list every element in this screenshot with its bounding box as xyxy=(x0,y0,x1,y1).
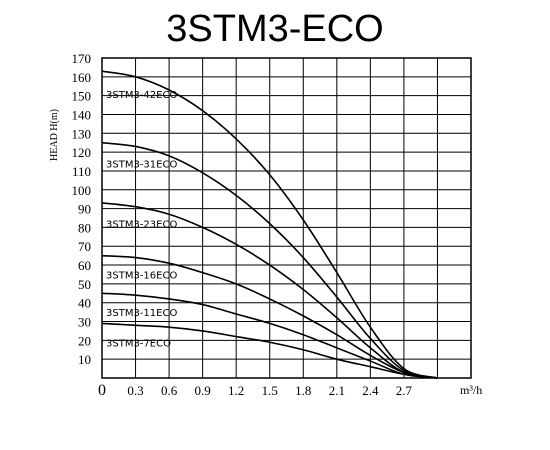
series-label-3stm3-31eco: 3STM3-31ECO xyxy=(106,159,177,170)
y-tick-label: 10 xyxy=(78,352,91,367)
x-tick-label: 2.1 xyxy=(329,383,345,398)
y-tick-label: 80 xyxy=(78,220,91,235)
y-tick-label: 60 xyxy=(78,258,91,273)
x-tick-label: 0.6 xyxy=(161,383,178,398)
x-tick-label: 1.2 xyxy=(228,383,244,398)
series-lines xyxy=(101,70,438,379)
series-line-3stm3-42eco xyxy=(101,70,438,379)
y-tick-label: 150 xyxy=(72,89,92,104)
x-axis-unit: m³/h xyxy=(460,383,482,397)
y-tick-label: 110 xyxy=(72,164,91,179)
series-label-3stm3-11eco: 3STM3-11ECO xyxy=(106,308,177,319)
series-line-3stm3-11eco xyxy=(101,292,438,379)
y-tick-label: 50 xyxy=(78,277,91,292)
y-tick-label: 90 xyxy=(78,202,91,217)
x-tick-label: 1.8 xyxy=(295,383,311,398)
x-tick-label: 2.4 xyxy=(362,383,379,398)
y-tick-label: 130 xyxy=(72,126,92,141)
series-label-3stm3-7eco: 3STM3-7ECO xyxy=(106,338,171,349)
x-tick-label: 0.3 xyxy=(127,383,143,398)
y-tick-label: 170 xyxy=(72,51,92,66)
grid xyxy=(101,57,472,379)
y-tick-label: 40 xyxy=(78,296,91,311)
y-tick-label: 30 xyxy=(78,315,91,330)
plot-frame xyxy=(101,57,472,379)
y-tick-label: 140 xyxy=(72,107,92,122)
x-tick-label: 0 xyxy=(98,382,106,399)
series-label-3stm3-23eco: 3STM3-23ECO xyxy=(106,220,177,231)
x-tick-label: 1.5 xyxy=(262,383,278,398)
y-tick-label: 160 xyxy=(72,70,92,85)
y-tick-label: 100 xyxy=(72,183,92,198)
y-tick-label: 20 xyxy=(78,333,91,348)
x-tick-label: 0.9 xyxy=(195,383,211,398)
series-line-3stm3-31eco xyxy=(101,141,438,379)
series-label-3stm3-42eco: 3STM3-42ECO xyxy=(106,90,177,101)
series-line-3stm3-16eco xyxy=(101,254,438,379)
tick-labels: 0 0.3 0.6 0.9 1.2 1.5 1.8 2.1 2.4 2.7 10 20 30 40 50 60… xyxy=(72,51,413,399)
y-tick-label: 120 xyxy=(72,145,92,160)
y-tick-label: 70 xyxy=(78,239,91,254)
series-line-3stm3-23eco xyxy=(101,202,438,379)
series-line-3stm3-7eco xyxy=(101,322,438,379)
series-labels: 3STM3-42ECO 3STM3-31ECO 3STM3-23ECO 3STM3-1… xyxy=(106,90,177,349)
y-axis-label: HEAD H(m) xyxy=(49,109,60,161)
series-label-3stm3-16eco: 3STM3-16ECO xyxy=(106,271,177,282)
x-tick-label: 2.7 xyxy=(396,383,413,398)
chart-title: 3STM3-ECO xyxy=(166,8,384,50)
